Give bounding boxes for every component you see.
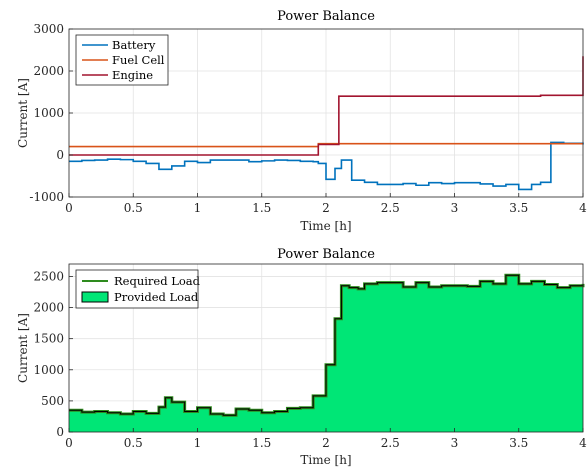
x-tick-label: 3 [451,436,459,450]
y-tick-label: 1500 [33,332,64,346]
x-tick-label: 1.5 [252,436,271,450]
y-tick-label: 3000 [33,22,64,36]
x-tick-label: 1.5 [252,201,271,215]
y-tick-label: 0 [56,148,64,162]
x-tick-label: 1 [194,201,202,215]
x-tick-label: 4 [579,436,587,450]
y-tick-label: 2000 [33,64,64,78]
y-axis: -1000 0 1000 2000 3000 [29,22,73,204]
x-tick-label: 2.5 [381,436,400,450]
x-tick-label: 0 [65,436,73,450]
series-line-battery [69,141,584,191]
series-area-provided-load [69,275,583,432]
x-tick-label: 0.5 [124,436,143,450]
chart-power-balance-top: Power Balance 0 0.5 1 1.5 2 2.5 3 3.5 4 -1000010… [16,9,587,233]
x-tick-label: 1 [194,436,202,450]
series-group [69,56,584,191]
legend-label-provided-load: Provided Load [114,290,199,304]
x-tick-label: 3 [451,201,459,215]
x-axis: 0 0.5 1 1.5 2 2.5 3 3.5 4 [65,428,587,450]
legend-label-fuel-cell: Fuel Cell [112,53,165,67]
legend-label-engine: Engine [112,68,153,82]
chart-power-balance-bottom: Power Balance 0 0.5 1 1.5 2 2.5 3 3.5 4 0 500 1000… [16,247,587,467]
series-group [69,273,585,432]
legend: Required Load Provided Load [75,269,201,309]
y-tick-label: 1000 [33,106,64,120]
y-tick-label: 1000 [33,363,64,377]
x-tick-label: 0 [65,201,73,215]
chart-title: Power Balance [277,9,375,24]
y-tick-label: 500 [41,394,64,408]
y-tick-label: 2500 [33,269,64,283]
x-axis-label: Time [h] [300,219,351,233]
y-axis: 0 500 1000 1500 2000 2500 [33,269,73,439]
legend-box [75,34,169,86]
x-tick-label: 3.5 [509,201,528,215]
y-axis-label: Current [A] [16,78,30,148]
y-tick-label: 2000 [33,301,64,315]
x-tick-label: 4 [579,201,587,215]
series-line-engine [69,56,584,156]
x-tick-label: 2 [322,436,330,450]
x-tick-label: 0.5 [124,201,143,215]
legend-label-required-load: Required Load [114,274,201,288]
x-axis-label: Time [h] [300,453,351,467]
x-tick-label: 2 [322,201,330,215]
legend-swatch-provided-load [81,291,109,303]
legend: Battery Fuel Cell Engine [75,34,169,86]
legend-label-battery: Battery [112,38,156,52]
chart-title: Power Balance [277,247,375,262]
series-outline-provided-load [69,274,584,416]
x-axis: 0 0.5 1 1.5 2 2.5 3 3.5 4 [65,193,587,215]
x-tick-label: 3.5 [509,436,528,450]
y-tick-label: 0 [56,425,64,439]
x-tick-label: 2.5 [381,201,400,215]
y-tick-label: -1000 [29,190,64,204]
y-axis-label: Current [A] [16,313,30,383]
